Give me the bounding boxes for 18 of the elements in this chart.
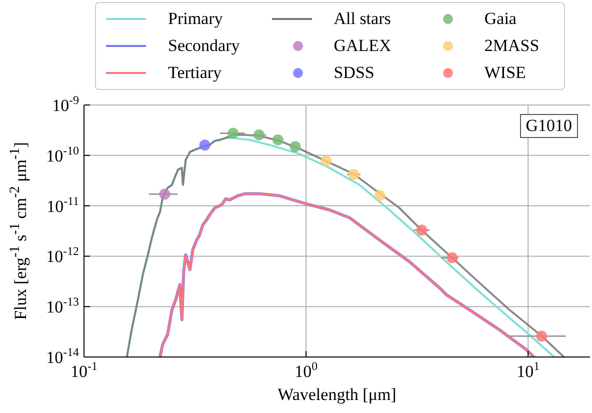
legend-label: SDSS [334, 63, 374, 84]
legend-label: Secondary [168, 36, 240, 56]
legend-label: WISE [484, 63, 526, 84]
legend-label: Primary [168, 8, 223, 29]
x-axis-title: Wavelength [μm] [276, 385, 398, 405]
x-tick-label: 10$^{0}$ [294, 359, 318, 381]
y-tick-label: 10$^{-13}$ [46, 294, 80, 317]
legend-label: Gaia [484, 8, 516, 29]
y-tick-label: 10$^{-9}$ [52, 93, 80, 115]
annotation: G1010 [520, 114, 578, 138]
legend-label: Tertiary [168, 63, 222, 84]
x-tick-label: 10$^{1}$ [516, 359, 540, 381]
legend-label: All stars [334, 8, 391, 29]
legend-label: GALEX [334, 36, 392, 56]
legend-label: 2MASS [484, 36, 540, 56]
y-tick-label: 10$^{-12}$ [46, 244, 80, 266]
y-tick-label: 10$^{-10}$ [46, 143, 80, 166]
y-tick-label: 10$^{-11}$ [46, 194, 80, 216]
